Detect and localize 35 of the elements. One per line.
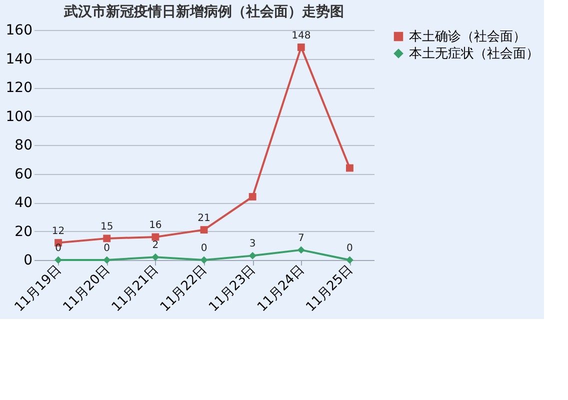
y-tick-label: 60 <box>14 166 32 182</box>
point <box>200 226 208 234</box>
data-label: 0 <box>104 243 110 254</box>
data-label: 15 <box>100 221 114 232</box>
y-tick-label: 120 <box>6 80 32 96</box>
point <box>248 193 256 200</box>
point <box>152 233 160 241</box>
point <box>297 246 305 254</box>
point <box>200 256 208 264</box>
y-tick-label: 100 <box>6 108 32 125</box>
chart-title: 武汉市新冠疫情日新增病例（社会面）走势图 <box>63 3 344 20</box>
data-label: 0 <box>55 243 62 254</box>
data-label: 3 <box>249 238 256 250</box>
data-label: 0 <box>200 243 208 254</box>
data-label: 148 <box>292 30 311 42</box>
data-label: 0 <box>346 243 353 254</box>
data-label: 2 <box>152 240 159 252</box>
y-tick-label: 0 <box>24 252 32 268</box>
legend-label: 本土确诊（社会面） <box>409 30 526 44</box>
legend-label: 本土无症状（社会面） <box>409 46 539 62</box>
y-tick-label: 160 <box>6 22 32 38</box>
y-tick-label: 20 <box>14 224 32 240</box>
data-label: 21 <box>198 212 210 224</box>
point <box>103 234 111 242</box>
point <box>346 164 354 172</box>
point <box>297 44 305 51</box>
data-label: 7 <box>298 232 304 244</box>
y-tick-label: 140 <box>6 51 32 68</box>
point <box>103 256 111 264</box>
y-tick-label: 40 <box>14 195 32 211</box>
point <box>152 253 160 261</box>
data-label: 16 <box>149 220 162 231</box>
point <box>248 252 256 260</box>
y-tick-label: 80 <box>14 138 32 154</box>
data-label: 12 <box>52 226 65 237</box>
